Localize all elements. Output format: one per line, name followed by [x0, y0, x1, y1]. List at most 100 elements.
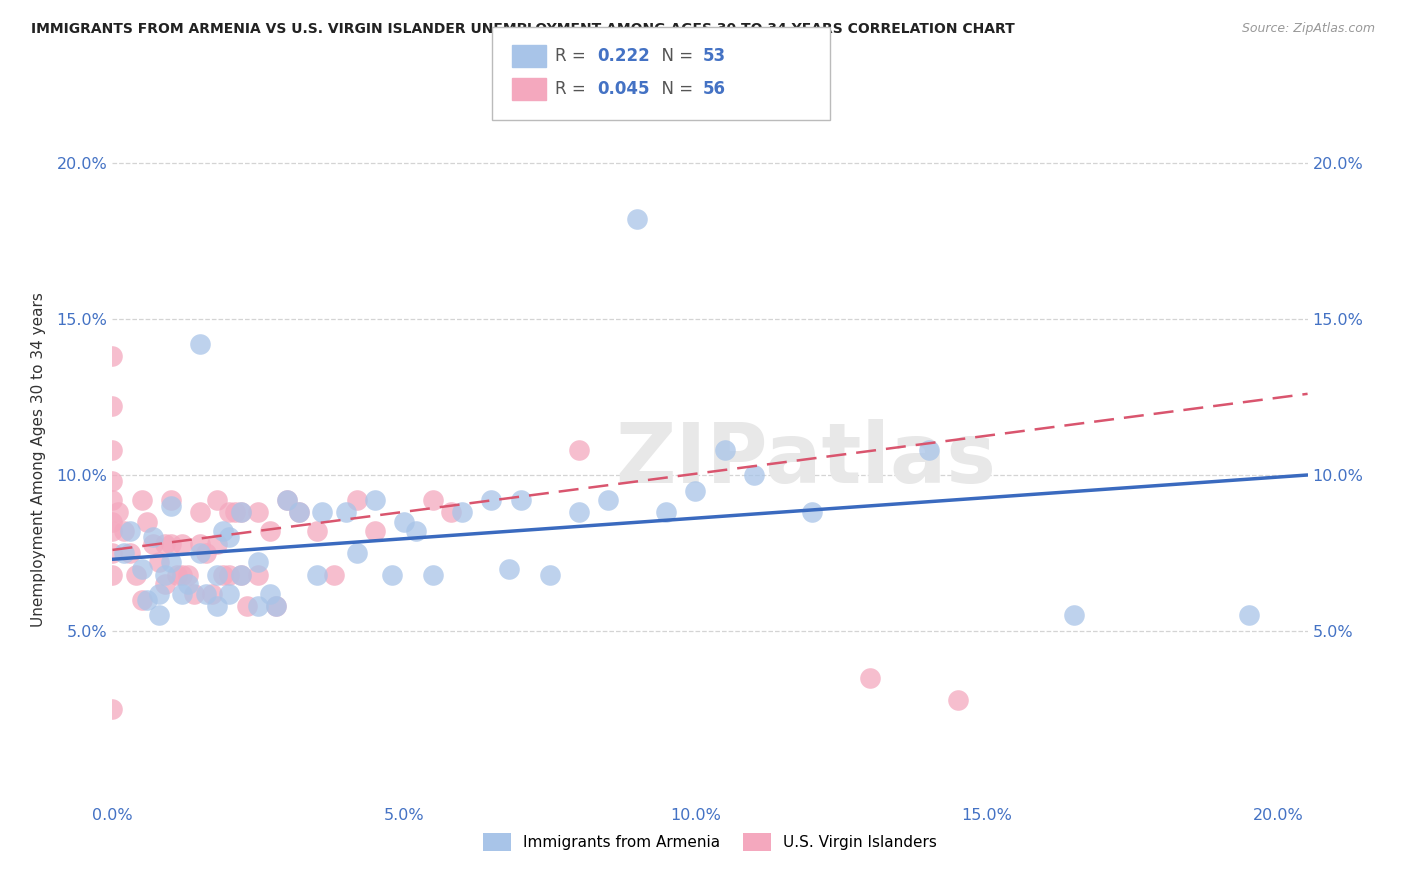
Point: [323, 568, 346, 582]
Point: [131, 492, 153, 507]
Point: [685, 483, 707, 498]
Point: [172, 568, 194, 582]
Point: [1063, 608, 1085, 623]
Point: [1239, 608, 1261, 623]
Point: [172, 587, 194, 601]
Point: [148, 555, 170, 570]
Text: 0.045: 0.045: [598, 80, 650, 98]
Point: [451, 505, 474, 519]
Point: [159, 492, 181, 507]
Point: [188, 536, 211, 550]
Point: [118, 546, 141, 560]
Point: [159, 555, 181, 570]
Point: [288, 505, 311, 519]
Point: [218, 505, 240, 519]
Point: [229, 505, 252, 519]
Point: [188, 505, 211, 519]
Point: [177, 577, 200, 591]
Point: [276, 492, 298, 507]
Point: [183, 587, 205, 601]
Point: [131, 562, 153, 576]
Point: [364, 492, 387, 507]
Point: [498, 562, 520, 576]
Point: [212, 568, 235, 582]
Point: [422, 492, 444, 507]
Point: [229, 568, 252, 582]
Point: [568, 443, 591, 457]
Point: [101, 702, 124, 716]
Point: [713, 443, 735, 457]
Text: 56: 56: [703, 80, 725, 98]
Point: [218, 587, 240, 601]
Point: [229, 505, 252, 519]
Point: [207, 568, 229, 582]
Point: [153, 577, 176, 591]
Point: [229, 568, 252, 582]
Point: [188, 546, 211, 560]
Point: [439, 505, 461, 519]
Point: [247, 599, 270, 614]
Point: [159, 500, 181, 514]
Point: [153, 536, 176, 550]
Point: [276, 492, 298, 507]
Point: [101, 492, 124, 507]
Point: [212, 524, 235, 538]
Point: [422, 568, 444, 582]
Point: [148, 587, 170, 601]
Point: [509, 492, 531, 507]
Point: [742, 467, 765, 482]
Point: [859, 671, 882, 685]
Point: [101, 568, 124, 582]
Point: [148, 608, 170, 623]
Point: [142, 530, 165, 544]
Text: IMMIGRANTS FROM ARMENIA VS U.S. VIRGIN ISLANDER UNEMPLOYMENT AMONG AGES 30 TO 34: IMMIGRANTS FROM ARMENIA VS U.S. VIRGIN I…: [31, 22, 1015, 37]
Point: [247, 505, 270, 519]
Point: [224, 505, 246, 519]
Point: [112, 524, 135, 538]
Point: [207, 599, 229, 614]
Point: [142, 536, 165, 550]
Point: [538, 568, 561, 582]
Point: [364, 524, 387, 538]
Point: [392, 515, 415, 529]
Point: [200, 587, 222, 601]
Point: [131, 592, 153, 607]
Point: [946, 692, 969, 706]
Point: [305, 524, 328, 538]
Point: [259, 587, 281, 601]
Point: [112, 546, 135, 560]
Point: [218, 530, 240, 544]
Point: [335, 505, 357, 519]
Point: [136, 592, 159, 607]
Point: [481, 492, 503, 507]
Y-axis label: Unemployment Among Ages 30 to 34 years: Unemployment Among Ages 30 to 34 years: [31, 292, 45, 627]
Legend: Immigrants from Armenia, U.S. Virgin Islanders: Immigrants from Armenia, U.S. Virgin Isl…: [477, 827, 943, 857]
Point: [194, 546, 217, 560]
Point: [159, 536, 181, 550]
Text: R =: R =: [555, 80, 592, 98]
Point: [177, 568, 200, 582]
Point: [107, 505, 129, 519]
Point: [101, 546, 124, 560]
Point: [118, 524, 141, 538]
Text: ZIPatlas: ZIPatlas: [616, 419, 995, 500]
Text: N =: N =: [651, 47, 699, 65]
Point: [194, 587, 217, 601]
Point: [381, 568, 404, 582]
Point: [655, 505, 678, 519]
Point: [101, 443, 124, 457]
Text: R =: R =: [555, 47, 592, 65]
Text: N =: N =: [651, 80, 699, 98]
Point: [218, 568, 240, 582]
Point: [207, 492, 229, 507]
Point: [101, 474, 124, 488]
Point: [311, 505, 333, 519]
Point: [101, 524, 124, 538]
Point: [596, 492, 619, 507]
Point: [136, 515, 159, 529]
Point: [264, 599, 287, 614]
Point: [101, 515, 124, 529]
Point: [247, 568, 270, 582]
Point: [264, 599, 287, 614]
Point: [801, 505, 824, 519]
